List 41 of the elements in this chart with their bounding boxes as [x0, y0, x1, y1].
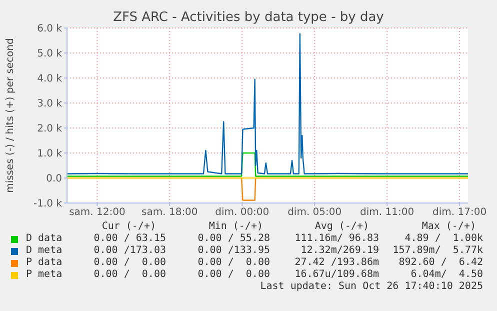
legend-label: P meta — [26, 269, 62, 281]
y-tick-label: 2.0 k — [37, 124, 62, 135]
text: 111.16m/ 96.83 — [294, 233, 379, 245]
y-tick-label: 0.0 — [46, 174, 62, 185]
y-tick-label: 3.0 k — [37, 98, 62, 110]
x-tick-label: sam. 18:00 — [142, 207, 198, 218]
text: 0.00 / 0.00 — [196, 257, 270, 269]
text: 27.42 /193.86m — [294, 257, 379, 269]
x-tick-label: sam. 12:00 — [69, 207, 126, 218]
text: Cur (-/+) — [100, 221, 156, 233]
text: 6.04m/ 4.50 — [410, 269, 483, 281]
y-tick-label: 6.0 k — [37, 24, 62, 35]
text: 16.67u/109.68m — [294, 269, 379, 281]
legend-label: D meta — [26, 245, 62, 257]
legend-label: D data — [26, 233, 62, 245]
chart-title: ZFS ARC - Activities by data type - by day — [112, 10, 385, 25]
x-tick-label: dim. 00:00 — [215, 207, 270, 218]
text: Avg (-/+) — [314, 221, 369, 233]
x-tick-label: dim. 17:00 — [432, 207, 487, 218]
text: 0.00 / 0.00 — [92, 257, 166, 269]
text: Last update: Sun Oct 26 17:40:10 2025 — [259, 281, 484, 293]
y-axis-title: misses (-) / hits (+) per second — [5, 38, 16, 193]
text: 0.00 / 55.28 — [196, 233, 270, 245]
text: 0.00 /133.95 — [196, 245, 270, 257]
legend-label: P data — [26, 257, 62, 269]
text: 4.89 / 1.00k — [404, 233, 483, 245]
x-tick-label: dim. 05:00 — [288, 207, 342, 218]
text: 0.00 /173.03 — [92, 245, 166, 257]
text: 12.32m/269.19 — [300, 245, 379, 257]
y-tick-label: 1.0 k — [37, 148, 62, 160]
y-tick-label: -1.0 k — [34, 198, 62, 210]
text: Min (-/+) — [208, 221, 263, 233]
text: 0.00 / 0.00 — [92, 269, 166, 281]
y-tick-label: 5.0 k — [37, 48, 62, 60]
text: 157.89m/ 5.77k — [392, 245, 483, 257]
text: 892.60 / 6.42 — [398, 257, 483, 269]
text: 0.00 / 0.00 — [196, 269, 270, 281]
x-tick-label: dim. 11:00 — [360, 207, 414, 218]
text: Max (-/+) — [420, 221, 476, 233]
y-tick-label: 4.0 k — [37, 74, 62, 85]
text: 0.00 / 63.15 — [92, 233, 166, 245]
